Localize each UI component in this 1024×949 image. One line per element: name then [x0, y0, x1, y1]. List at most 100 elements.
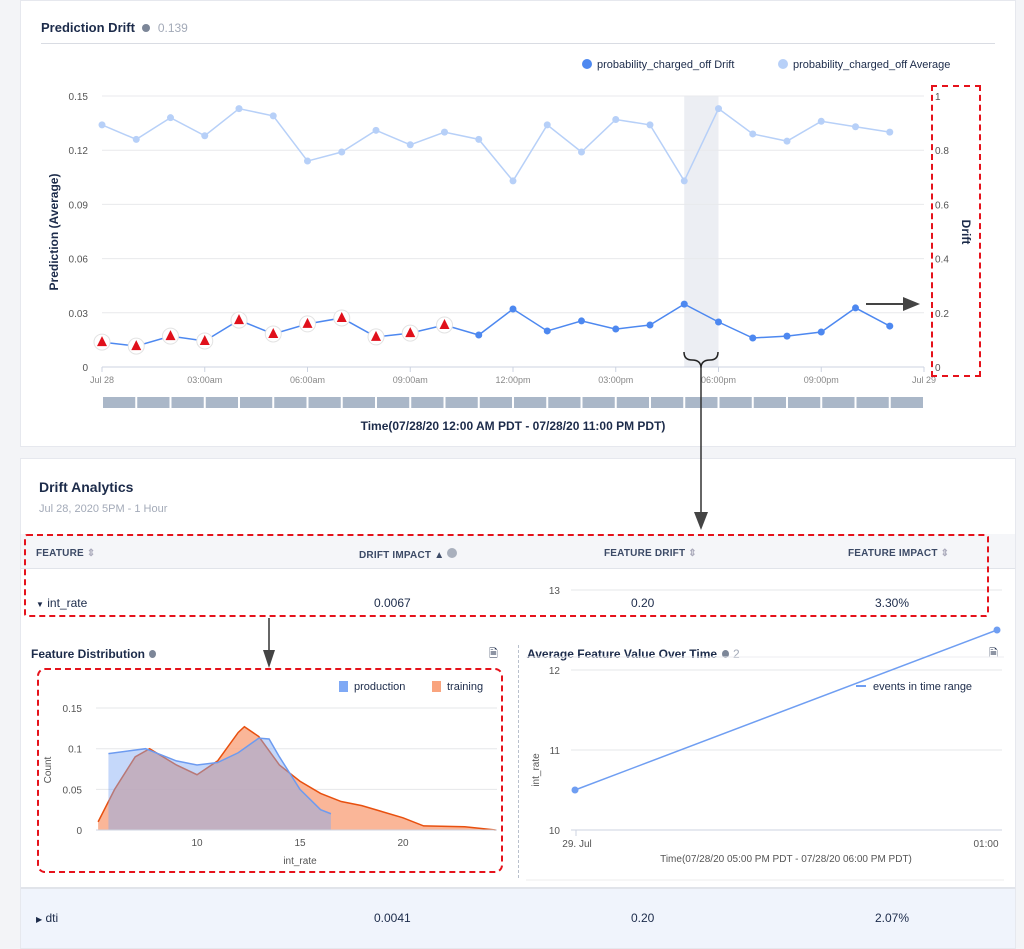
divider — [518, 645, 519, 878]
y-axis-label-right: Drift — [959, 220, 973, 245]
average-point — [338, 148, 346, 156]
time-slider-segment[interactable] — [479, 397, 512, 408]
time-slider-segment[interactable] — [308, 397, 341, 408]
drift-point — [817, 328, 825, 336]
time-slider-segment[interactable] — [890, 397, 923, 408]
time-slider-segment[interactable] — [342, 397, 375, 408]
table-row[interactable]: ▶ dti 0.0041 0.20 2.07% — [21, 887, 1015, 948]
average-point — [817, 117, 825, 125]
drift-point — [509, 305, 517, 313]
average-point — [269, 112, 277, 120]
x-axis-label: Time(07/28/20 12:00 AM PDT - 07/28/20 11… — [361, 419, 666, 433]
table-header — [21, 534, 1015, 569]
x-tick-label: 12:00pm — [495, 375, 530, 385]
time-slider-segment[interactable] — [616, 397, 649, 408]
drift-impact-cell: 0.0067 — [374, 596, 411, 610]
column-feature-drift[interactable]: FEATURE DRIFT ⇕ — [604, 548, 697, 559]
info-icon[interactable] — [447, 548, 458, 558]
x-tick-label: 03:00pm — [598, 375, 633, 385]
time-slider-segment[interactable] — [753, 397, 786, 408]
chart-title: Feature Distribution — [31, 647, 146, 661]
y-tick-left: 0 — [82, 363, 88, 374]
time-slider-segment[interactable] — [377, 397, 410, 408]
feature-impact-cell: 2.07% — [875, 911, 910, 925]
drift-line — [101, 303, 891, 347]
column-label: FEATURE DRIFT — [604, 548, 686, 559]
average-point — [715, 105, 722, 113]
info-icon[interactable] — [149, 650, 157, 658]
export-icon[interactable]: 🗎 — [489, 648, 498, 660]
info-icon[interactable] — [142, 24, 151, 32]
time-slider-segment[interactable] — [856, 397, 889, 408]
column-feature[interactable]: FEATURE ⇕ — [36, 548, 95, 559]
time-slider-segment[interactable] — [582, 397, 615, 408]
time-slider-segment[interactable] — [240, 397, 273, 408]
x-tick-label: 03:00am — [187, 375, 222, 385]
time-slider-segment[interactable] — [788, 397, 821, 408]
x-tick-label: Jul 29 — [912, 375, 936, 385]
time-slider-segment[interactable] — [411, 397, 444, 408]
y-tick-left: 0.09 — [69, 200, 89, 211]
y-tick-left: 0.06 — [69, 255, 89, 266]
y-tick-right: 0.6 — [935, 200, 949, 211]
warning-icon — [234, 314, 244, 325]
time-slider-segment[interactable] — [719, 397, 752, 408]
y-tick-right: 1 — [935, 92, 941, 103]
drift-value: 0.139 — [157, 21, 188, 35]
time-slider-segment[interactable] — [205, 397, 238, 408]
average-point — [578, 148, 585, 156]
sort-icon: ⇕ — [86, 548, 96, 559]
y-tick-right: 0.4 — [935, 255, 949, 266]
warning-icon — [97, 336, 107, 347]
warning-icon — [131, 340, 142, 351]
average-point — [475, 135, 483, 143]
drift-analytics-panel: Drift Analytics Jul 28, 2020 5PM - 1 Hou… — [20, 458, 1016, 949]
drift-point — [783, 332, 791, 340]
time-slider-segment[interactable] — [274, 397, 307, 408]
prediction-drift-header: Prediction Drift 0.139 — [41, 19, 188, 37]
prediction-drift-chart: probability_charged_off Drift probability… — [47, 59, 973, 433]
drift-point — [715, 318, 722, 326]
time-slider-segment[interactable] — [103, 397, 136, 408]
column-drift-impact[interactable]: DRIFT IMPACT ▲ — [359, 548, 458, 561]
drift-point — [886, 322, 894, 330]
average-point — [543, 121, 551, 129]
time-slider-segment[interactable] — [651, 397, 684, 408]
feature-drift-cell: 0.20 — [631, 911, 655, 925]
average-point — [680, 177, 688, 185]
drift-point — [475, 331, 483, 339]
sort-icon: ⇕ — [940, 548, 950, 559]
y-tick-right: 0.8 — [935, 146, 949, 157]
section-title: Drift Analytics — [39, 479, 134, 495]
time-slider-segment[interactable] — [171, 397, 204, 408]
time-slider-segment[interactable] — [445, 397, 478, 408]
feature-cell[interactable]: ▼ int_rate — [36, 596, 87, 610]
average-point — [612, 115, 620, 123]
y-tick-right: 0.2 — [935, 309, 949, 320]
drift-point — [680, 300, 688, 308]
warning-icon — [405, 327, 416, 338]
time-slider-segment[interactable] — [822, 397, 855, 408]
feature-cell[interactable]: ▶ dti — [36, 911, 58, 925]
time-slider-segment[interactable] — [137, 397, 170, 408]
time-slider-segment[interactable] — [548, 397, 581, 408]
legend-drift-marker — [582, 59, 592, 69]
arrow-head — [903, 297, 920, 311]
legend-average-marker — [778, 59, 788, 69]
time-slider-segment[interactable] — [685, 397, 718, 408]
legend-average-label: probability_charged_off Average — [793, 59, 950, 71]
export-icon[interactable]: 🗎 — [989, 648, 998, 660]
time-slider-segment[interactable] — [514, 397, 547, 408]
average-point — [886, 128, 894, 136]
legend-drift-label: probability_charged_off Drift — [597, 59, 734, 71]
warning-icon — [302, 317, 313, 328]
sort-icon: ⇕ — [688, 548, 697, 559]
average-point — [201, 132, 209, 140]
info-icon[interactable] — [721, 650, 729, 658]
count: 2 — [733, 647, 740, 661]
sort-asc-icon: ▲ — [434, 550, 445, 561]
drift-point — [852, 304, 859, 312]
caret-right-icon: ▶ — [36, 915, 43, 924]
column-feature-impact[interactable]: FEATURE IMPACT ⇕ — [848, 548, 949, 559]
feature-drift-cell: 0.20 — [631, 596, 655, 610]
